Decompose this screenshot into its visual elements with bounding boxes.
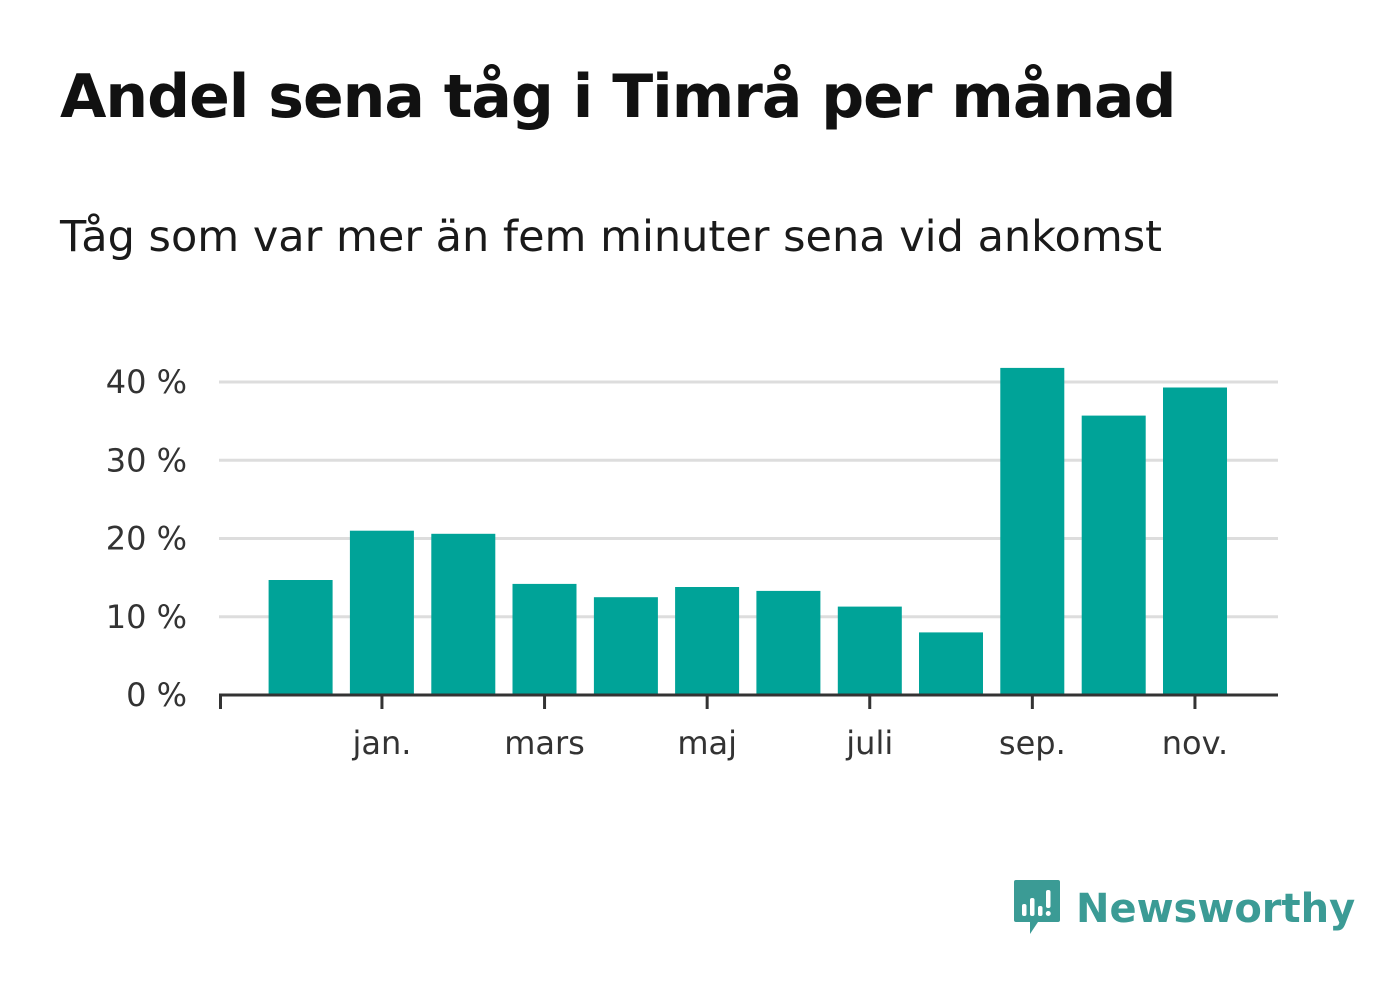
y-tick-label: 40 % (106, 363, 187, 401)
chart-title: Andel sena tåg i Timrå per månad (60, 62, 1176, 132)
brand: Newsworthy (1012, 878, 1355, 940)
y-tick-label: 30 % (106, 441, 187, 479)
bar-dec (268, 580, 333, 695)
y-axis-labels: 0 % 10 % 20 % 30 % 40 % (106, 363, 187, 714)
bar-juni (756, 590, 821, 695)
bar-aug (919, 632, 983, 695)
bar-maj (675, 587, 740, 695)
bar-mars (512, 583, 577, 695)
bar-jan (349, 530, 414, 695)
brand-name: Newsworthy (1076, 886, 1356, 932)
bar-feb (431, 533, 496, 695)
x-tick-label: mars (504, 724, 585, 762)
bars (268, 367, 1227, 695)
bar-sep (1000, 367, 1065, 695)
bar-okt (1081, 415, 1146, 695)
y-tick-label: 0 % (126, 676, 187, 714)
y-tick-label: 10 % (106, 598, 187, 636)
x-tick-label: jan. (351, 724, 411, 762)
y-tick-label: 20 % (106, 520, 187, 558)
x-axis (219, 693, 1278, 709)
x-tick-label: nov. (1162, 724, 1228, 762)
bar-nov (1163, 387, 1227, 695)
x-tick-label: sep. (999, 724, 1066, 762)
x-tick-label: juli (845, 724, 893, 762)
x-tick-label: maj (677, 724, 737, 762)
chart-subtitle: Tåg som var mer än fem minuter sena vid … (60, 212, 1163, 262)
bar-juli (837, 606, 902, 695)
bar-apr (593, 597, 658, 695)
x-axis-labels: jan. mars maj juli sep. nov. (351, 724, 1228, 762)
newsworthy-logo-icon (1014, 880, 1060, 934)
